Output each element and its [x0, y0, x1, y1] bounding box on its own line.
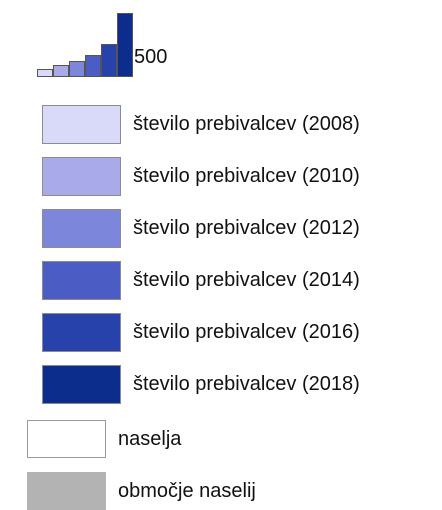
- legend-swatch: [42, 105, 121, 144]
- legend-swatch: [42, 157, 121, 196]
- legend-swatch: [42, 261, 121, 300]
- legend-label: število prebivalcev (2016): [133, 321, 360, 343]
- legend-label: število prebivalcev (2010): [133, 165, 360, 187]
- legend-label: število prebivalcev (2014): [133, 269, 360, 291]
- scale-bar: [117, 13, 133, 77]
- legend-label: število prebivalcev (2012): [133, 217, 360, 239]
- legend-label: število prebivalcev (2008): [133, 113, 360, 135]
- scale-label: 500: [134, 46, 168, 68]
- legend-swatch: [42, 209, 121, 248]
- legend-swatch: [42, 313, 121, 352]
- area-label: območje naselij: [118, 480, 256, 502]
- area-label: naselja: [118, 428, 182, 450]
- scale-bar: [37, 69, 53, 77]
- scale-bar: [53, 65, 69, 77]
- area-swatch: [27, 420, 106, 458]
- scale-bar: [101, 44, 117, 77]
- area-swatch: [27, 472, 106, 510]
- legend-swatch: [42, 365, 121, 404]
- scale-bar: [85, 55, 101, 77]
- legend-label: število prebivalcev (2018): [133, 373, 360, 395]
- scale-bar: [69, 61, 85, 77]
